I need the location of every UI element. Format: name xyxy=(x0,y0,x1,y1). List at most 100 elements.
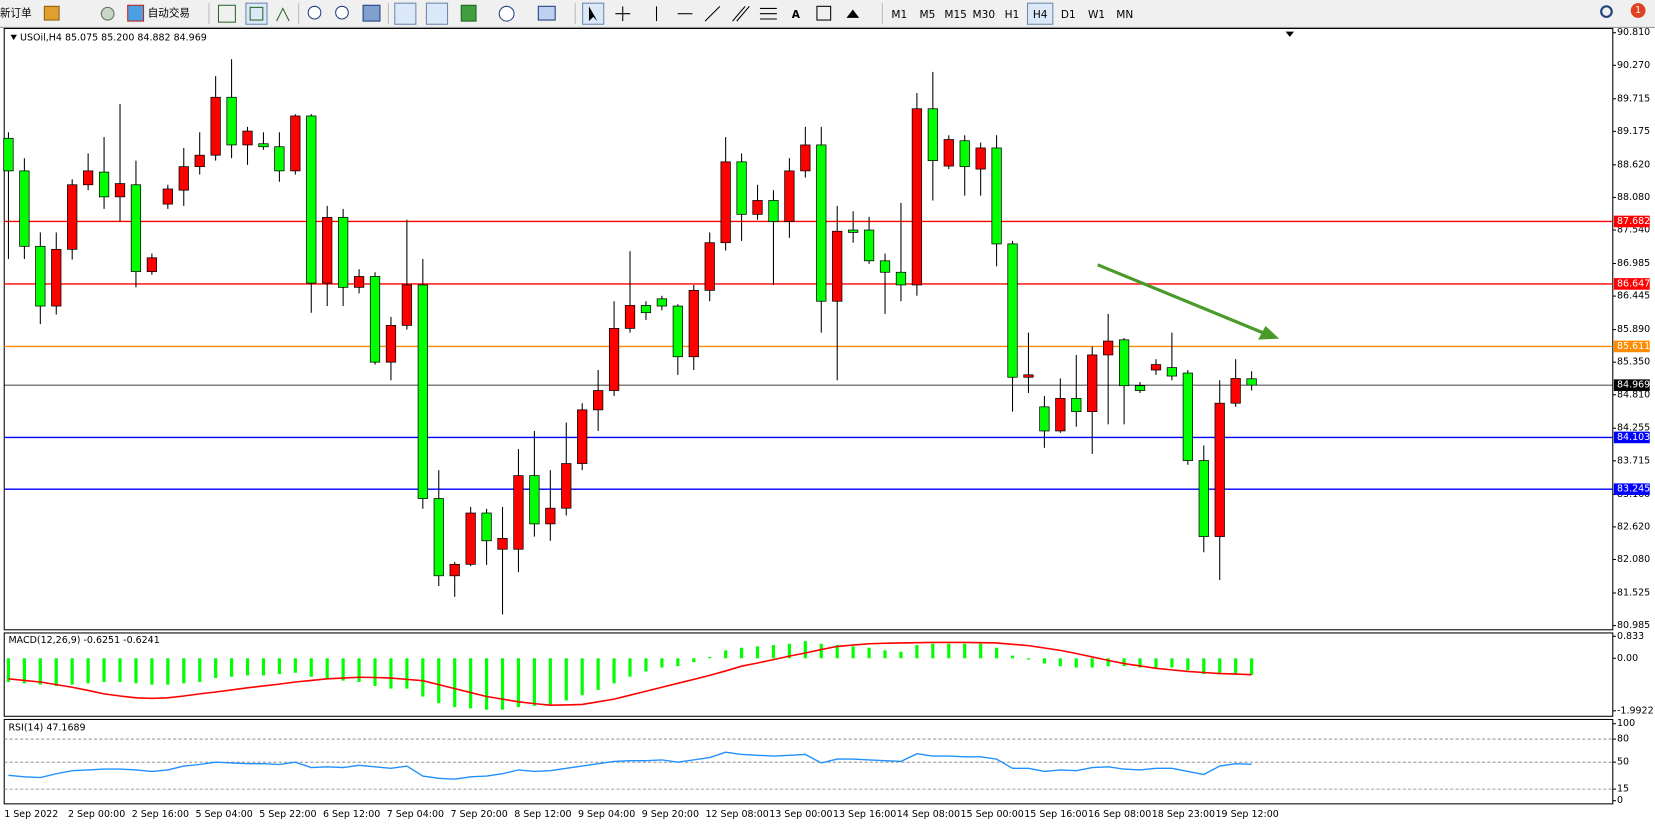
timeframe-active xyxy=(1026,2,1054,25)
macd-bar xyxy=(1058,658,1062,667)
macd-bar xyxy=(644,658,648,672)
timeframe-button[interactable]: MN xyxy=(1116,9,1133,21)
macd-bar xyxy=(1138,658,1142,668)
candle-body xyxy=(832,230,843,302)
macd-bar xyxy=(198,658,202,683)
candle-body xyxy=(624,305,636,329)
macd-panel xyxy=(3,632,1614,717)
macd-bar xyxy=(612,658,616,684)
icon[interactable] xyxy=(425,2,449,25)
macd-bar xyxy=(947,643,951,659)
timeframe-button[interactable]: H4 xyxy=(1033,9,1048,21)
candle-body xyxy=(1198,460,1209,537)
candle-body xyxy=(1134,385,1146,391)
candle-body xyxy=(736,161,747,215)
y-tick-label: 88.080 xyxy=(1617,192,1650,203)
macd-bar xyxy=(883,650,887,659)
macd-bar xyxy=(740,647,744,659)
y-tick-label: 50 xyxy=(1617,757,1629,768)
macd-bar xyxy=(963,643,967,659)
icon[interactable] xyxy=(217,4,236,23)
candle-body xyxy=(608,328,620,391)
macd-bar xyxy=(134,658,138,684)
y-tick-label: 84.810 xyxy=(1617,389,1650,400)
icon[interactable] xyxy=(537,5,556,21)
macd-bar xyxy=(915,645,919,659)
icon-channel[interactable] xyxy=(732,5,750,22)
macd-bar xyxy=(1234,658,1238,675)
price-level-tag xyxy=(1613,431,1650,444)
macd-bar xyxy=(70,658,74,685)
candle-body xyxy=(1055,398,1066,432)
candle-body xyxy=(258,143,269,148)
icon xyxy=(588,6,598,22)
macd-bar xyxy=(835,645,839,659)
candle-body xyxy=(1087,354,1098,413)
price-level-label: 84.103 xyxy=(1617,432,1650,443)
macd-bar xyxy=(803,641,807,659)
candle-body xyxy=(1039,406,1050,432)
macd-bar xyxy=(724,650,728,659)
macd-bar xyxy=(995,647,999,659)
icon[interactable] xyxy=(498,5,515,22)
price-level-label: 84.969 xyxy=(1617,380,1650,391)
toolbar-button[interactable]: 新订单 xyxy=(0,7,32,20)
icon-zoom-out[interactable] xyxy=(335,5,349,20)
macd-bar xyxy=(1106,658,1110,667)
x-tick-label: 9 Sep 20:00 xyxy=(642,809,699,820)
timeframe-button[interactable]: M5 xyxy=(920,9,936,21)
icon-arrows[interactable] xyxy=(846,9,860,18)
candle-body xyxy=(274,146,285,172)
candle-body xyxy=(863,229,875,262)
icon-autotrade[interactable] xyxy=(127,4,145,22)
macd-bar xyxy=(787,643,791,659)
icon-trendline[interactable] xyxy=(704,5,721,22)
candle-body xyxy=(51,248,62,307)
y-tick-label: 80.985 xyxy=(1617,620,1650,631)
macd-bar xyxy=(277,658,281,675)
candle-body xyxy=(449,563,460,577)
icon[interactable] xyxy=(276,7,290,22)
macd-bar xyxy=(309,658,313,677)
macd-bar xyxy=(708,656,712,659)
icon[interactable] xyxy=(460,4,477,22)
macd-bar xyxy=(341,658,345,681)
timeframe-button[interactable]: H1 xyxy=(1005,9,1020,21)
toolbar-button[interactable]: 自动交易 xyxy=(148,7,190,20)
icon[interactable] xyxy=(394,2,417,25)
timeframe-button[interactable]: M1 xyxy=(891,9,907,21)
candle-body xyxy=(369,276,381,363)
macd-bar xyxy=(1010,655,1015,659)
icon-search[interactable] xyxy=(1600,5,1613,18)
icon-label[interactable] xyxy=(816,5,832,21)
notification-badge[interactable] xyxy=(1630,3,1646,18)
candle-body xyxy=(672,305,683,358)
macd-bar xyxy=(469,658,473,709)
candle-body xyxy=(1230,378,1241,404)
icon[interactable] xyxy=(362,4,381,22)
icon-zoom-in[interactable] xyxy=(307,5,322,20)
icon-crosshair[interactable] xyxy=(615,6,631,22)
y-tick-label: 100 xyxy=(1617,718,1635,729)
icon-text[interactable]: A xyxy=(792,9,801,21)
candle-body xyxy=(178,166,189,191)
macd-bar xyxy=(293,658,297,673)
candle-body xyxy=(768,200,779,222)
timeframe-button[interactable]: D1 xyxy=(1061,9,1076,21)
icon-fibo[interactable] xyxy=(759,7,777,20)
icon xyxy=(100,6,115,21)
rsi-panel xyxy=(3,718,1614,805)
macd-bar xyxy=(1250,658,1254,675)
macd-bar xyxy=(86,658,90,684)
macd-bar xyxy=(6,658,11,683)
macd-bar xyxy=(405,658,409,689)
x-tick-label: 14 Sep 08:00 xyxy=(897,809,960,820)
toolbar: A 新订单 自动交易 M1 M5 M15 M30 H1 H4 D1 W1 MN xyxy=(0,0,1655,28)
y-tick-label: 86.985 xyxy=(1617,258,1650,269)
icon[interactable] xyxy=(245,2,268,25)
timeframe-button[interactable]: M30 xyxy=(973,9,996,21)
macd-bar xyxy=(453,658,457,708)
timeframe-button[interactable]: W1 xyxy=(1088,9,1105,21)
timeframe-button[interactable]: M15 xyxy=(944,9,967,21)
